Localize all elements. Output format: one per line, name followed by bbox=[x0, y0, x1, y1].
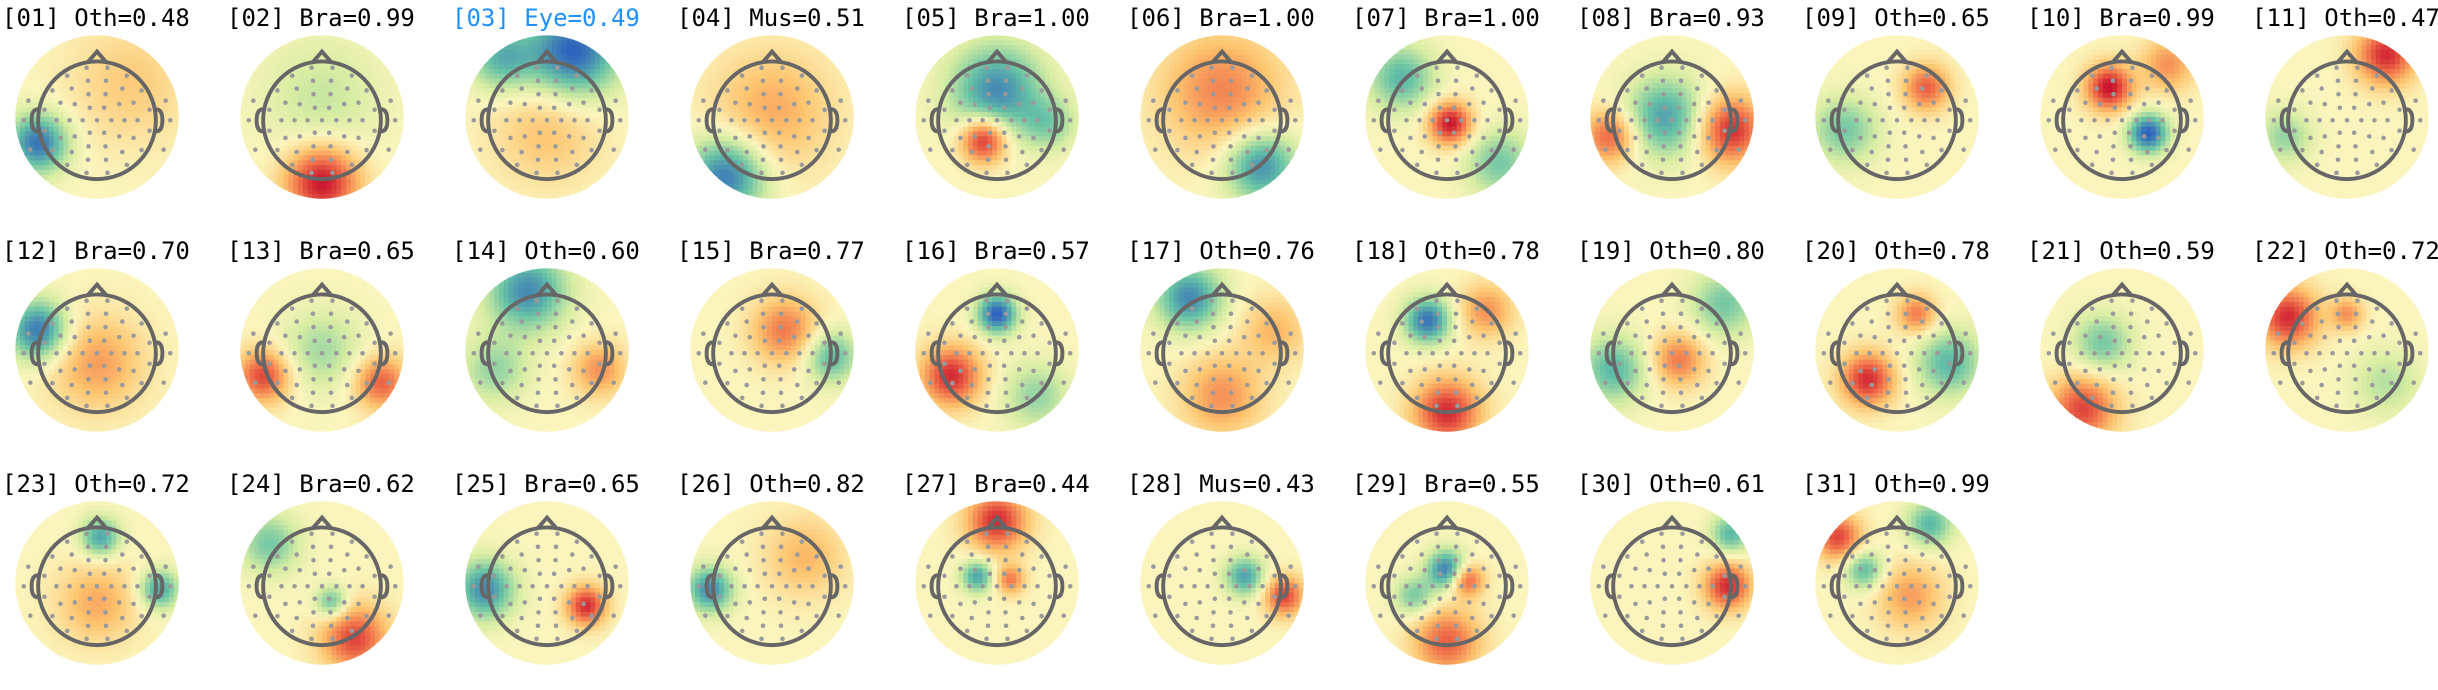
ica-component-30[interactable]: [30] Oth=0.61 bbox=[1577, 470, 1802, 690]
topomap bbox=[12, 32, 182, 202]
topomap bbox=[1362, 32, 1532, 202]
ica-component-18[interactable]: [18] Oth=0.78 bbox=[1352, 237, 1577, 457]
component-label: [30] Oth=0.61 bbox=[1577, 470, 1765, 498]
ica-component-12[interactable]: [12] Bra=0.70 bbox=[2, 237, 227, 457]
topomap bbox=[462, 32, 632, 202]
component-label: [20] Oth=0.78 bbox=[1802, 237, 1990, 265]
ica-component-09[interactable]: [09] Oth=0.65 bbox=[1802, 4, 2027, 224]
ica-component-24[interactable]: [24] Bra=0.62 bbox=[227, 470, 452, 690]
ica-component-06[interactable]: [06] Bra=1.00 bbox=[1127, 4, 1352, 224]
component-label: [19] Oth=0.80 bbox=[1577, 237, 1765, 265]
topomap bbox=[12, 265, 182, 435]
topomap bbox=[2037, 32, 2207, 202]
component-label: [12] Bra=0.70 bbox=[2, 237, 190, 265]
topomap bbox=[237, 265, 407, 435]
ica-component-03[interactable]: [03] Eye=0.49 bbox=[452, 4, 677, 224]
ica-component-23[interactable]: [23] Oth=0.72 bbox=[2, 470, 227, 690]
ica-component-27[interactable]: [27] Bra=0.44 bbox=[902, 470, 1127, 690]
ica-component-19[interactable]: [19] Oth=0.80 bbox=[1577, 237, 1802, 457]
ica-component-29[interactable]: [29] Bra=0.55 bbox=[1352, 470, 1577, 690]
topomap bbox=[1812, 265, 1982, 435]
ica-component-15[interactable]: [15] Bra=0.77 bbox=[677, 237, 902, 457]
ica-component-20[interactable]: [20] Oth=0.78 bbox=[1802, 237, 2027, 457]
ica-component-05[interactable]: [05] Bra=1.00 bbox=[902, 4, 1127, 224]
topomap bbox=[1137, 32, 1307, 202]
component-label: [29] Bra=0.55 bbox=[1352, 470, 1540, 498]
component-label: [04] Mus=0.51 bbox=[677, 4, 865, 32]
ica-component-31[interactable]: [31] Oth=0.99 bbox=[1802, 470, 2027, 690]
topomap bbox=[237, 32, 407, 202]
ica-component-17[interactable]: [17] Oth=0.76 bbox=[1127, 237, 1352, 457]
topomap bbox=[1137, 498, 1307, 668]
component-label: [18] Oth=0.78 bbox=[1352, 237, 1540, 265]
component-label: [23] Oth=0.72 bbox=[2, 470, 190, 498]
component-label: [01] Oth=0.48 bbox=[2, 4, 190, 32]
topomap bbox=[1812, 32, 1982, 202]
topomap bbox=[1812, 498, 1982, 668]
topomap bbox=[1137, 265, 1307, 435]
ica-component-10[interactable]: [10] Bra=0.99 bbox=[2027, 4, 2252, 224]
topomap bbox=[1362, 265, 1532, 435]
ica-component-25[interactable]: [25] Bra=0.65 bbox=[452, 470, 677, 690]
topomap bbox=[1362, 498, 1532, 668]
component-label: [27] Bra=0.44 bbox=[902, 470, 1090, 498]
component-label: [26] Oth=0.82 bbox=[677, 470, 865, 498]
ica-component-21[interactable]: [21] Oth=0.59 bbox=[2027, 237, 2252, 457]
ica-component-22[interactable]: [22] Oth=0.72 bbox=[2252, 237, 2438, 457]
topomap bbox=[687, 265, 857, 435]
topomap bbox=[1587, 32, 1757, 202]
component-label: [09] Oth=0.65 bbox=[1802, 4, 1990, 32]
component-label: [24] Bra=0.62 bbox=[227, 470, 415, 498]
component-label: [03] Eye=0.49 bbox=[452, 4, 640, 32]
ica-component-26[interactable]: [26] Oth=0.82 bbox=[677, 470, 902, 690]
topomap bbox=[2037, 265, 2207, 435]
component-label: [13] Bra=0.65 bbox=[227, 237, 415, 265]
ica-component-02[interactable]: [02] Bra=0.99 bbox=[227, 4, 452, 224]
ica-component-28[interactable]: [28] Mus=0.43 bbox=[1127, 470, 1352, 690]
topomap bbox=[912, 32, 1082, 202]
component-label: [15] Bra=0.77 bbox=[677, 237, 865, 265]
component-label: [31] Oth=0.99 bbox=[1802, 470, 1990, 498]
ica-component-16[interactable]: [16] Bra=0.57 bbox=[902, 237, 1127, 457]
component-label: [16] Bra=0.57 bbox=[902, 237, 1090, 265]
topomap bbox=[237, 498, 407, 668]
topomap bbox=[912, 498, 1082, 668]
ica-component-04[interactable]: [04] Mus=0.51 bbox=[677, 4, 902, 224]
topomap bbox=[1587, 265, 1757, 435]
topomap bbox=[687, 32, 857, 202]
ica-component-11[interactable]: [11] Oth=0.47 bbox=[2252, 4, 2438, 224]
topomap bbox=[912, 265, 1082, 435]
component-label: [21] Oth=0.59 bbox=[2027, 237, 2215, 265]
topomap bbox=[12, 498, 182, 668]
component-label: [05] Bra=1.00 bbox=[902, 4, 1090, 32]
component-label: [02] Bra=0.99 bbox=[227, 4, 415, 32]
component-label: [17] Oth=0.76 bbox=[1127, 237, 1315, 265]
topomap bbox=[687, 498, 857, 668]
component-label: [10] Bra=0.99 bbox=[2027, 4, 2215, 32]
component-label: [28] Mus=0.43 bbox=[1127, 470, 1315, 498]
component-label: [22] Oth=0.72 bbox=[2252, 237, 2438, 265]
ica-component-13[interactable]: [13] Bra=0.65 bbox=[227, 237, 452, 457]
component-label: [25] Bra=0.65 bbox=[452, 470, 640, 498]
ica-component-08[interactable]: [08] Bra=0.93 bbox=[1577, 4, 1802, 224]
topomap bbox=[2262, 32, 2432, 202]
ica-component-grid: [01] Oth=0.48 [02] Bra=0.99 [03] Eye=0.49 [… bbox=[0, 0, 2438, 667]
ica-component-01[interactable]: [01] Oth=0.48 bbox=[2, 4, 227, 224]
topomap bbox=[462, 265, 632, 435]
ica-component-14[interactable]: [14] Oth=0.60 bbox=[452, 237, 677, 457]
component-label: [14] Oth=0.60 bbox=[452, 237, 640, 265]
component-label: [07] Bra=1.00 bbox=[1352, 4, 1540, 32]
topomap bbox=[1587, 498, 1757, 668]
component-label: [11] Oth=0.47 bbox=[2252, 4, 2438, 32]
ica-component-07[interactable]: [07] Bra=1.00 bbox=[1352, 4, 1577, 224]
topomap bbox=[462, 498, 632, 668]
component-label: [08] Bra=0.93 bbox=[1577, 4, 1765, 32]
topomap bbox=[2262, 265, 2432, 435]
component-label: [06] Bra=1.00 bbox=[1127, 4, 1315, 32]
